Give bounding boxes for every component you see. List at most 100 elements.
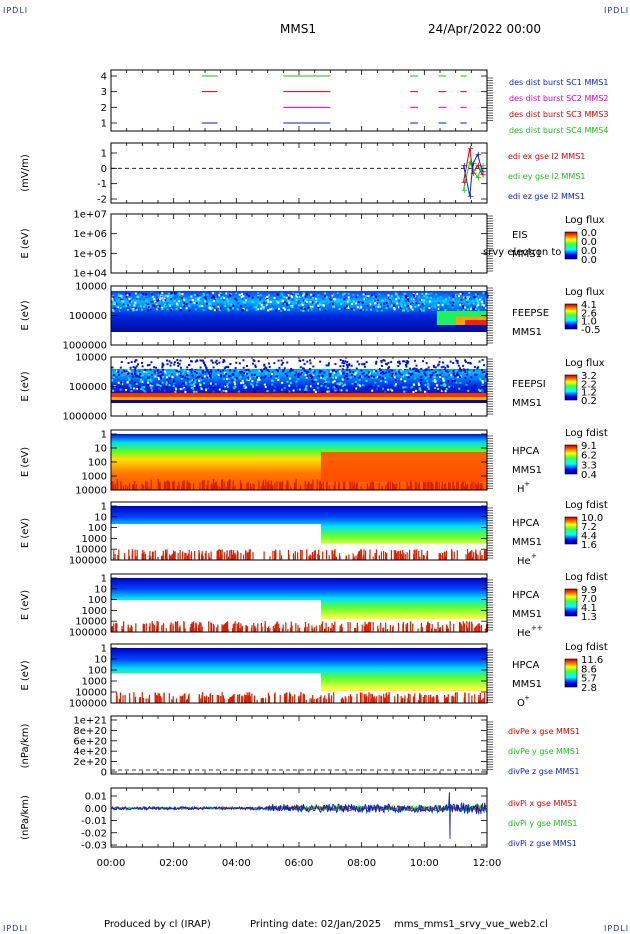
spectrogram-speck xyxy=(294,694,296,703)
spectrogram-speck xyxy=(311,375,314,378)
spectrogram-speck xyxy=(139,305,142,308)
spectrogram-speck xyxy=(125,304,128,307)
spectrogram-speck xyxy=(390,375,393,378)
spectrogram-speck xyxy=(260,306,263,309)
spectrogram-speck xyxy=(316,386,319,389)
spectrogram-speck xyxy=(426,309,429,312)
spectrogram-speck xyxy=(152,300,155,303)
spectrogram-speck xyxy=(440,366,443,369)
spectrogram-speck xyxy=(296,388,299,391)
spectrogram-speck xyxy=(276,375,279,378)
spectrogram-speck xyxy=(126,381,129,384)
spectrogram-speck xyxy=(241,379,244,382)
spectrogram-speck xyxy=(173,486,175,490)
spectrogram-speck xyxy=(336,300,339,303)
spectrogram-speck xyxy=(467,371,470,374)
spectrogram-speck xyxy=(332,298,335,301)
spectrogram-speck xyxy=(146,305,149,308)
spectrogram-speck xyxy=(308,623,310,632)
spectrogram-speck xyxy=(396,693,399,703)
spectrogram-speck xyxy=(199,305,202,308)
edi-series xyxy=(463,153,483,197)
spectrogram-speck xyxy=(359,305,362,308)
spectrogram-speck xyxy=(331,386,334,389)
spectrogram-speck xyxy=(355,293,358,296)
spectrogram-speck xyxy=(237,622,240,632)
spectrogram-speck xyxy=(247,481,249,490)
spectrogram-speck xyxy=(332,376,335,379)
spectrogram-speck xyxy=(190,384,193,387)
spectrogram-speck xyxy=(195,390,198,393)
spectrogram-speck xyxy=(484,375,487,378)
spectrogram-speck xyxy=(432,696,435,703)
spectrogram-speck xyxy=(173,552,175,560)
spectrogram-speck xyxy=(256,373,259,376)
spectrogram-speck xyxy=(122,485,125,490)
spectrogram-speck xyxy=(352,308,355,311)
spectrogram-speck xyxy=(380,360,383,363)
spectrogram-speck xyxy=(413,367,416,370)
spectrogram-speck xyxy=(189,301,192,304)
spectrogram-speck xyxy=(185,373,188,376)
spectrogram-speck xyxy=(449,483,451,490)
spectrogram-speck xyxy=(194,368,197,371)
spectrogram-speck xyxy=(427,382,430,385)
spectrogram-speck xyxy=(205,389,208,392)
spectrogram-speck xyxy=(159,293,162,296)
x-tick-label: 02:00 xyxy=(159,858,188,869)
spectrogram-speck xyxy=(462,621,464,632)
spectrogram-speck xyxy=(359,385,362,388)
spectrogram-speck xyxy=(244,369,247,372)
spectrogram-speck xyxy=(137,295,140,298)
spectrogram-speck xyxy=(324,295,327,298)
spectrogram-speck xyxy=(203,479,205,490)
footer-printing-date: Printing date: 02/Jan/2025 xyxy=(250,919,382,930)
spectrogram-speck xyxy=(227,483,229,490)
y-tick-label: 10000 xyxy=(75,282,107,293)
spectrogram-speck xyxy=(420,298,423,301)
spectrogram-speck xyxy=(399,302,402,305)
spectrogram-band xyxy=(111,393,487,397)
spectrogram-speck xyxy=(465,383,468,386)
colorbar xyxy=(564,231,578,260)
spectrogram-speck xyxy=(141,692,143,703)
spectrogram-speck xyxy=(294,304,297,307)
spectrogram-speck xyxy=(118,549,120,560)
spectrogram-speck xyxy=(203,299,206,302)
spectrogram-speck xyxy=(128,549,130,560)
spectrogram-speck xyxy=(257,623,259,632)
spectrogram-speck xyxy=(318,308,321,311)
spectrogram-speck xyxy=(213,625,215,632)
spectrogram-speck xyxy=(378,376,381,379)
spectrogram-speck xyxy=(372,292,375,295)
spectrogram-speck xyxy=(204,371,207,374)
colorbar-tick-label: 1.6 xyxy=(581,540,597,551)
spectrogram-speck xyxy=(446,370,449,373)
spectrogram-speck xyxy=(349,482,351,490)
spectrogram-speck xyxy=(459,292,462,295)
spectrogram-speck xyxy=(128,693,131,703)
spectrogram-speck xyxy=(322,377,325,380)
spectrogram-speck xyxy=(116,307,119,310)
spectrogram-speck xyxy=(386,368,389,371)
spectrogram-speck xyxy=(178,370,181,373)
spectrogram-speck xyxy=(336,369,339,372)
spectrogram-speck xyxy=(414,549,416,560)
spectrogram-speck xyxy=(461,292,464,295)
spectrogram-speck xyxy=(411,308,414,311)
spectrogram-speck xyxy=(481,381,484,384)
spectrogram-speck xyxy=(129,376,132,379)
spectrogram-speck xyxy=(334,549,336,560)
spectrogram-speck xyxy=(144,390,147,393)
spectrogram-speck xyxy=(222,299,225,302)
spectrogram-speck xyxy=(164,303,167,306)
spectrogram-speck xyxy=(363,626,365,632)
spectrogram-speck xyxy=(215,482,217,490)
spectrogram-speck xyxy=(416,369,419,372)
spectrogram-speck xyxy=(258,378,261,381)
spectrogram-speck xyxy=(321,390,324,393)
spectrogram-speck xyxy=(134,388,137,391)
spectrogram-speck xyxy=(332,293,335,296)
